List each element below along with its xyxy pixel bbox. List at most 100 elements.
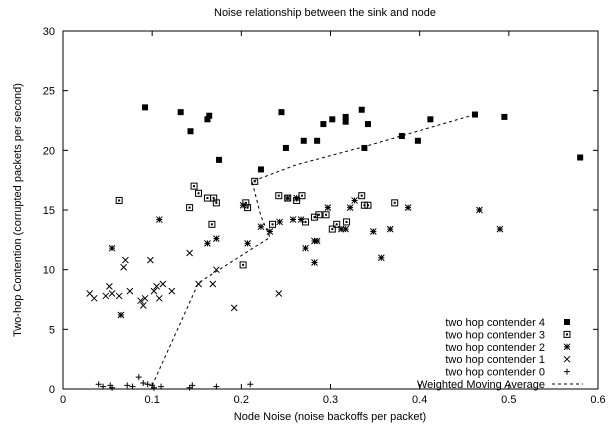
y-tick-label: 5 — [49, 324, 55, 336]
data-point — [364, 121, 371, 128]
series-3 — [86, 249, 283, 312]
data-point — [187, 128, 194, 135]
legend-marker — [564, 368, 570, 375]
legend-marker — [563, 330, 571, 338]
data-point — [204, 240, 211, 247]
data-point — [358, 192, 366, 200]
legend-marker — [563, 355, 571, 363]
data-point — [377, 254, 385, 262]
data-point — [213, 383, 220, 390]
y-axis: 0 5 10 15 20 25 30 — [43, 26, 598, 396]
data-point — [186, 204, 194, 212]
data-point — [313, 237, 321, 245]
data-point — [213, 235, 220, 242]
data-point — [342, 118, 349, 125]
data-point — [126, 287, 134, 295]
y-tick-label: 30 — [43, 26, 55, 38]
data-point — [351, 197, 358, 204]
data-point — [244, 204, 252, 212]
data-point — [398, 133, 405, 140]
legend-label: two hop contender 2 — [445, 342, 545, 354]
data-point — [300, 137, 307, 144]
data-point — [282, 144, 289, 151]
data-points — [86, 104, 584, 391]
data-point — [203, 194, 211, 202]
legend-label: two hop contender 1 — [445, 354, 545, 366]
data-point — [195, 189, 203, 197]
legend-entry: two hop contender 2 — [445, 342, 571, 354]
data-point — [142, 104, 149, 111]
legend-entry: two hop contender 3 — [445, 329, 571, 341]
legend-entry: two hop contender 4 — [445, 317, 570, 329]
legend-entry: two hop contender 0 — [445, 367, 570, 379]
series-1 — [115, 177, 399, 269]
legend-entry: Weighted Moving Average — [417, 379, 583, 391]
data-point — [315, 211, 323, 219]
x-tick-label: 0.6 — [590, 394, 605, 406]
data-point — [471, 111, 478, 118]
data-point — [324, 204, 332, 211]
data-point — [159, 280, 167, 288]
data-point — [137, 297, 144, 305]
data-point — [386, 225, 394, 233]
legend-label: Weighted Moving Average — [417, 379, 545, 391]
data-point — [95, 381, 102, 388]
data-point — [247, 381, 254, 388]
legend-marker — [564, 319, 570, 325]
data-point — [100, 383, 107, 390]
data-point — [360, 201, 368, 209]
plot-area: 0 0.1 0.2 0.3 0.4 0.5 0.6 0 5 10 15 20 25 30 — [43, 26, 606, 406]
data-point — [168, 287, 176, 295]
trend-line — [151, 114, 476, 386]
data-point — [106, 283, 113, 290]
data-point — [155, 216, 163, 223]
legend-marker — [563, 343, 571, 351]
x-tick-label: 0 — [60, 394, 66, 406]
data-point — [209, 280, 217, 288]
data-point — [239, 261, 247, 269]
data-point — [414, 137, 421, 144]
data-point — [257, 166, 264, 173]
data-point — [346, 204, 354, 211]
data-point — [404, 204, 412, 211]
series-4 — [95, 374, 254, 391]
data-point — [391, 199, 399, 207]
data-point — [147, 256, 154, 264]
data-point — [297, 216, 305, 223]
data-point — [150, 384, 157, 391]
data-point — [496, 225, 504, 233]
legend-label: two hop contender 4 — [445, 317, 545, 329]
data-point — [115, 196, 123, 204]
data-point — [251, 177, 259, 185]
data-point — [328, 225, 336, 233]
data-point — [358, 106, 365, 113]
data-point — [289, 216, 297, 223]
data-point — [155, 294, 163, 302]
y-tick-label: 25 — [43, 86, 55, 98]
legend-label: two hop contender 3 — [445, 329, 545, 341]
data-point — [153, 283, 160, 290]
series-0 — [142, 104, 584, 173]
x-tick-label: 0.5 — [501, 394, 516, 406]
legend-label: two hop contender 0 — [445, 367, 545, 379]
data-point — [230, 304, 238, 312]
data-point — [284, 194, 292, 202]
data-point — [364, 201, 372, 209]
data-point — [124, 382, 131, 389]
data-point — [257, 223, 265, 231]
data-point — [158, 383, 165, 390]
data-point — [342, 225, 350, 233]
y-tick-label: 15 — [43, 205, 55, 217]
y-tick-label: 0 — [49, 384, 55, 396]
data-point — [141, 294, 149, 302]
data-point — [140, 380, 147, 387]
y-tick-label: 20 — [43, 145, 55, 157]
x-tick-label: 0.4 — [412, 394, 427, 406]
data-point — [109, 384, 116, 391]
data-point — [208, 220, 216, 228]
data-point — [122, 256, 129, 264]
data-point — [501, 113, 508, 120]
data-point — [329, 116, 336, 123]
data-point — [361, 144, 368, 151]
